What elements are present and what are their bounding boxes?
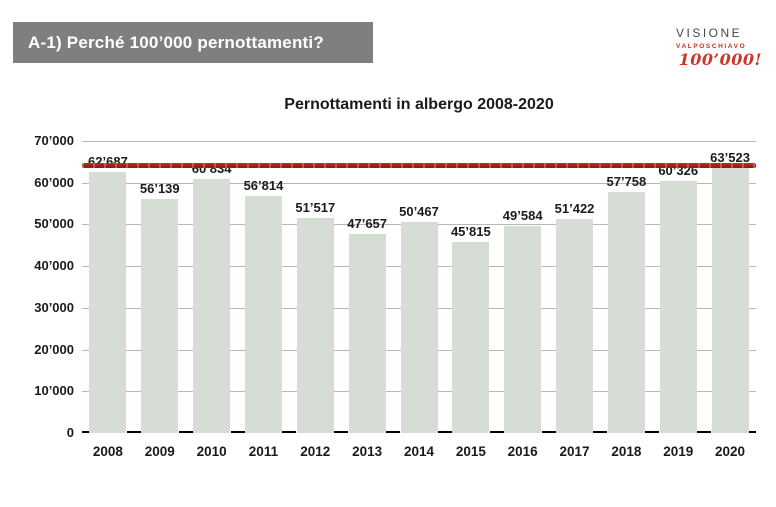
x-axis-label-2019: 2019 bbox=[663, 444, 694, 459]
bar-value-label-2009: 56’139 bbox=[139, 180, 180, 196]
x-axis-tick bbox=[489, 431, 504, 433]
bar-2014 bbox=[400, 222, 438, 433]
y-axis-label-70’000: 70’000 bbox=[34, 133, 74, 148]
bar-2015 bbox=[452, 241, 490, 433]
x-axis-label-2018: 2018 bbox=[611, 444, 642, 459]
x-axis-label-2009: 2009 bbox=[144, 444, 175, 459]
header-banner: A-1) Perché 100’000 pernottamenti? bbox=[13, 22, 373, 63]
x-axis-tick bbox=[437, 431, 452, 433]
x-axis-tick bbox=[282, 431, 297, 433]
bar-2018 bbox=[607, 192, 645, 433]
bar-value-label-2016: 49’584 bbox=[502, 208, 543, 224]
bar-value-label-2011: 56’814 bbox=[243, 178, 284, 194]
x-axis-label-2010: 2010 bbox=[196, 444, 227, 459]
logo-valposchiavo-text: VALPOSCHIAVO bbox=[676, 43, 747, 50]
x-axis-tick bbox=[178, 431, 193, 433]
gridline-60000 bbox=[82, 182, 756, 184]
y-axis-label-50’000: 50’000 bbox=[34, 216, 74, 232]
bar-2011 bbox=[244, 196, 282, 433]
bar-chart-plot-area: 62’687 56’139 60’834 56’814 51’517 47’657 50’4… bbox=[82, 141, 756, 433]
x-axis-tick bbox=[697, 431, 712, 433]
bar-2016 bbox=[504, 226, 542, 433]
x-axis-tick bbox=[593, 431, 608, 433]
x-axis-label-2012: 2012 bbox=[300, 444, 331, 459]
x-axis-tick bbox=[645, 431, 660, 433]
y-axis-label-0: 0 bbox=[66, 425, 74, 440]
x-axis-label-2020: 2020 bbox=[715, 444, 746, 459]
x-axis-label-2016: 2016 bbox=[507, 444, 538, 459]
bar-value-label-2014: 50’467 bbox=[399, 204, 439, 220]
x-axis-tick bbox=[541, 431, 556, 433]
bar-value-label-2012: 51’517 bbox=[295, 200, 336, 216]
bar-value-label-2020: 63’523 bbox=[710, 150, 750, 166]
chart-title: Pernottamenti in albergo 2008-2020 bbox=[284, 96, 554, 113]
y-axis-label-20’000: 20’000 bbox=[34, 341, 74, 357]
logo-visione-text: VISIONE bbox=[676, 26, 743, 40]
x-axis-label-2014: 2014 bbox=[403, 444, 434, 459]
bar-2019 bbox=[659, 181, 697, 433]
x-axis-tick bbox=[82, 431, 89, 433]
bar-2013 bbox=[348, 234, 386, 433]
reference-line bbox=[82, 162, 756, 168]
x-axis-tick bbox=[749, 431, 756, 433]
bar-value-label-2017: 51’422 bbox=[554, 200, 595, 216]
x-axis-label-2013: 2013 bbox=[352, 444, 383, 459]
x-axis-label-2017: 2017 bbox=[559, 444, 590, 459]
y-axis-label-30’000: 30’000 bbox=[34, 299, 74, 315]
bar-2012 bbox=[296, 218, 334, 433]
y-axis-label-10’000: 10’000 bbox=[34, 383, 74, 399]
x-axis-label-2011: 2011 bbox=[248, 444, 279, 459]
bar-2010 bbox=[193, 179, 231, 433]
x-axis-tick bbox=[230, 431, 245, 433]
x-axis-tick bbox=[126, 431, 141, 433]
visione-valposchiavo-logo: VISIONE VALPOSCHIAVO 100’000! bbox=[676, 26, 762, 69]
bar-2009 bbox=[141, 198, 179, 433]
y-axis-label-60’000: 60’000 bbox=[34, 174, 74, 190]
x-axis-tick bbox=[386, 431, 401, 433]
logo-100000-text: 100’000! bbox=[678, 50, 762, 69]
bar-2017 bbox=[556, 218, 594, 433]
gridline-70000 bbox=[82, 141, 756, 142]
bar-value-label-2018: 57’758 bbox=[606, 174, 647, 190]
bar-2008 bbox=[89, 171, 127, 433]
x-axis-tick bbox=[334, 431, 349, 433]
x-axis-label-2015: 2015 bbox=[455, 444, 486, 459]
x-axis-label-2008: 2008 bbox=[92, 444, 123, 459]
bar-2020 bbox=[711, 168, 749, 433]
y-axis-label-40’000: 40’000 bbox=[34, 258, 74, 274]
bar-value-label-2013: 47’657 bbox=[347, 216, 388, 232]
bar-value-label-2015: 45’815 bbox=[450, 223, 491, 239]
header-title: A-1) Perché 100’000 pernottamenti? bbox=[28, 32, 324, 52]
